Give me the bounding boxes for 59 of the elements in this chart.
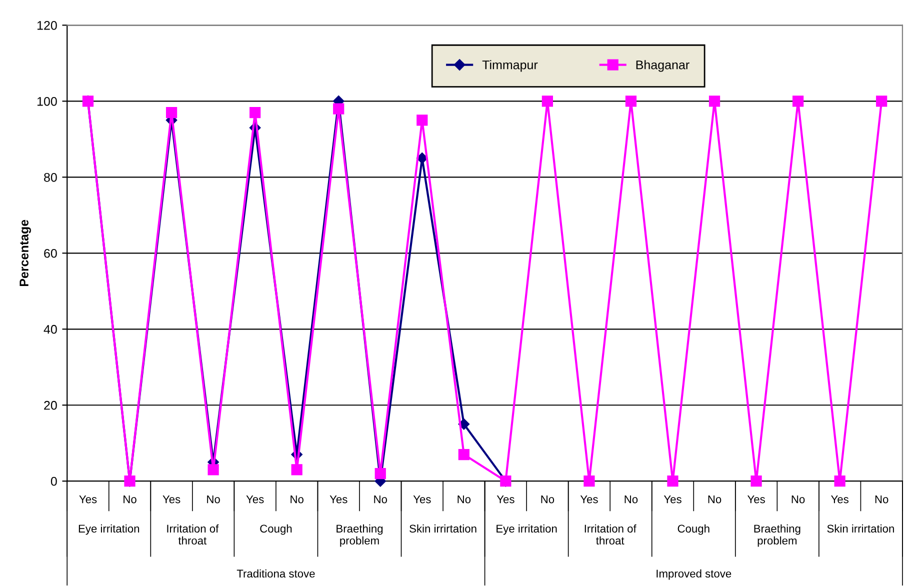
x-tick-label: Yes — [747, 495, 765, 504]
x-tick-label: Yes — [413, 495, 431, 504]
legend-label: Bhaganar — [636, 60, 690, 72]
x-tick-label: No — [290, 495, 304, 504]
x-tick-label: No — [875, 495, 888, 504]
x-tick-label: No — [708, 495, 722, 504]
point — [333, 103, 344, 114]
x-tick-label: No — [792, 495, 805, 504]
x-tick-label: Yes — [830, 495, 848, 504]
point — [792, 96, 804, 107]
y-tick-label: 120 — [37, 21, 57, 30]
point — [708, 96, 720, 107]
point — [667, 476, 678, 487]
x-tick-label: Yes — [580, 495, 598, 504]
point — [542, 96, 553, 107]
text: Traditiona stove — [236, 569, 315, 578]
x-tick-label: No — [458, 495, 471, 504]
point — [458, 448, 470, 460]
y-tick-label: 0 — [50, 476, 57, 486]
y-axis-title: Percentage — [20, 220, 31, 286]
y-tick-label: 40 — [44, 324, 57, 334]
y-tick-label: 80 — [44, 172, 57, 182]
point — [625, 96, 637, 107]
x-tick-label: No — [207, 495, 220, 504]
text: Cough — [678, 524, 710, 535]
text: Skin irrirtation — [827, 524, 894, 533]
point — [250, 107, 261, 118]
text: Irritation of throat — [167, 524, 219, 545]
text: Cough — [260, 524, 292, 535]
x-tick-label: Yes — [330, 495, 348, 504]
text: Irritation of throat — [584, 524, 636, 545]
x-tick-label: Yes — [246, 495, 264, 504]
point — [291, 464, 302, 476]
point — [834, 476, 846, 487]
point — [166, 107, 178, 118]
point — [208, 464, 219, 476]
y-tick-label: 20 — [44, 400, 57, 410]
text: Braething problem — [336, 524, 383, 547]
point — [584, 476, 595, 487]
x-tick-label: No — [124, 495, 136, 504]
x-tick-label: No — [624, 495, 638, 504]
x-tick-label: Yes — [496, 495, 514, 504]
point — [416, 114, 428, 126]
text: Improved stove — [656, 569, 732, 580]
point — [750, 476, 762, 487]
text: Eye irritation — [78, 524, 140, 535]
text: Braething problem — [754, 524, 800, 547]
point — [876, 96, 888, 107]
y-tick-label: 100 — [37, 96, 57, 106]
x-tick-label: Yes — [162, 495, 180, 504]
point — [374, 468, 386, 480]
text: Skin irrirtation — [410, 524, 476, 533]
x-tick-label: Yes — [79, 495, 97, 504]
text: Eye irritation — [496, 524, 557, 535]
x-tick-label: No — [374, 495, 388, 504]
y-tick-label: 60 — [44, 248, 57, 258]
x-tick-label: Yes — [664, 495, 682, 504]
x-tick-label: No — [541, 495, 554, 504]
legend-label: Timmapur — [482, 60, 538, 72]
